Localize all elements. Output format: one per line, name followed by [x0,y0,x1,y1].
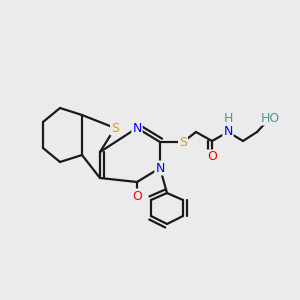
Text: N: N [155,161,165,175]
Text: S: S [179,136,187,148]
Text: H: H [223,112,233,124]
Text: O: O [132,190,142,202]
Text: O: O [207,151,217,164]
Text: HO: HO [260,112,280,124]
Text: N: N [223,125,233,139]
Text: S: S [111,122,119,134]
Text: N: N [132,122,142,134]
